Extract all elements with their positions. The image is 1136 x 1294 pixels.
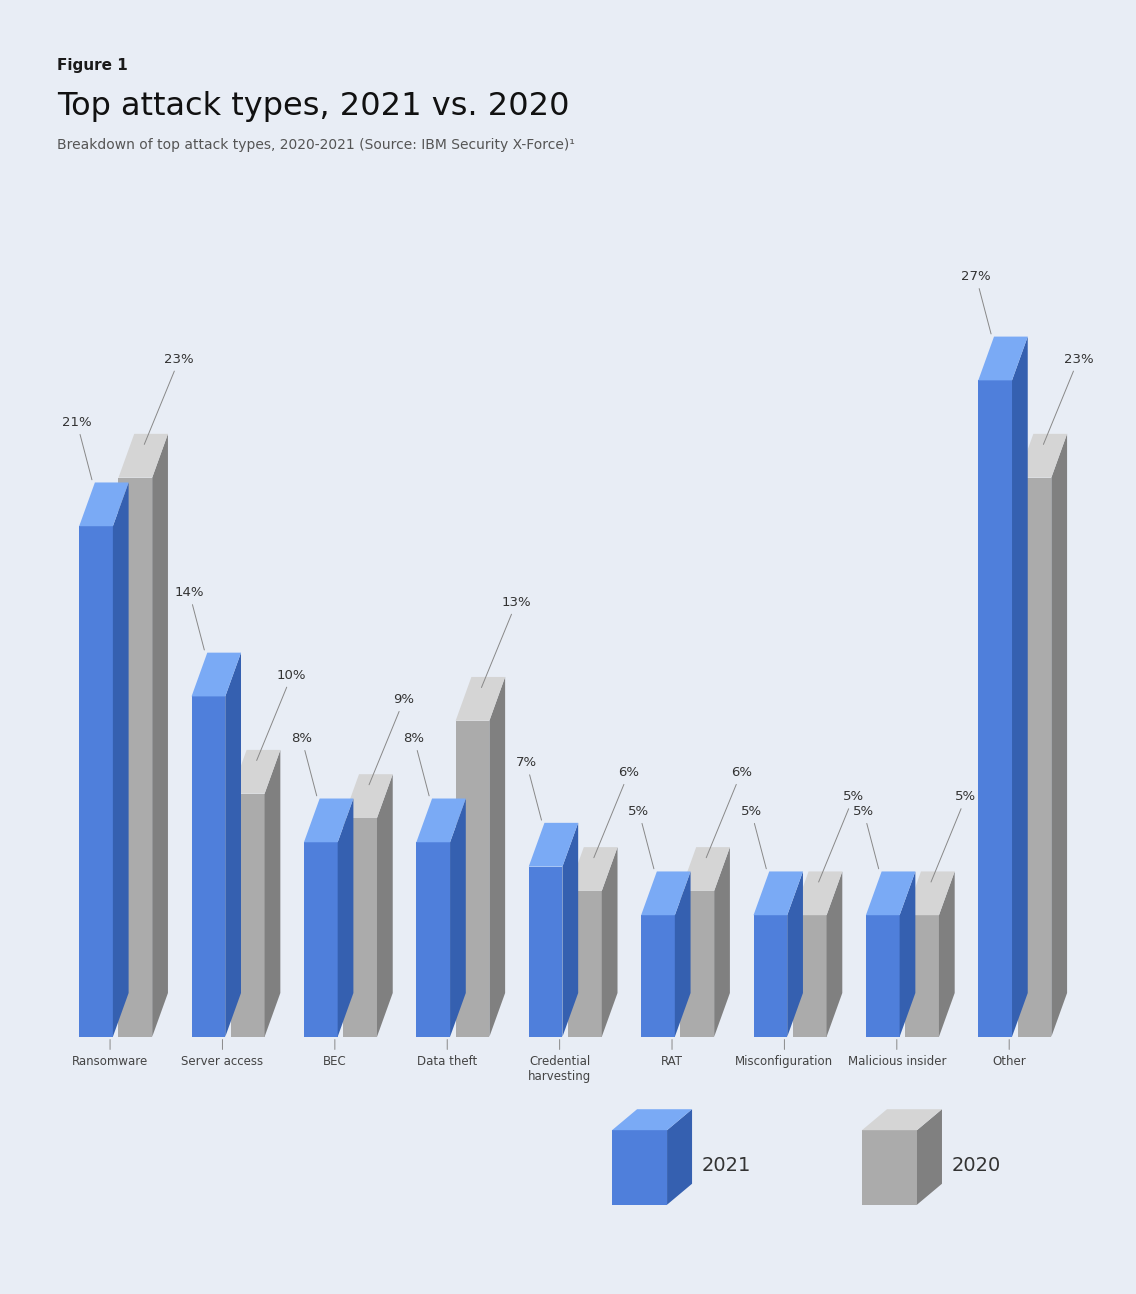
Polygon shape [1018, 477, 1051, 1036]
Polygon shape [562, 823, 578, 1036]
Text: 5%: 5% [741, 805, 767, 868]
Text: BEC: BEC [323, 1039, 346, 1068]
Polygon shape [1012, 336, 1028, 1036]
Polygon shape [862, 1130, 917, 1205]
Polygon shape [343, 774, 393, 818]
Text: 23%: 23% [144, 353, 194, 444]
Polygon shape [753, 871, 803, 915]
Polygon shape [231, 793, 265, 1036]
Text: Data theft: Data theft [417, 1039, 477, 1068]
Text: 6%: 6% [594, 766, 640, 858]
Polygon shape [265, 751, 281, 1036]
Polygon shape [528, 823, 578, 867]
Polygon shape [793, 871, 842, 915]
Polygon shape [225, 652, 241, 1036]
Polygon shape [866, 915, 900, 1036]
Text: Other: Other [993, 1039, 1026, 1068]
Polygon shape [641, 871, 691, 915]
Polygon shape [490, 677, 506, 1036]
Polygon shape [450, 798, 466, 1036]
Polygon shape [377, 774, 393, 1036]
Polygon shape [675, 871, 691, 1036]
Polygon shape [231, 751, 281, 793]
Polygon shape [641, 915, 675, 1036]
Polygon shape [456, 721, 490, 1036]
Polygon shape [192, 696, 225, 1036]
Polygon shape [343, 818, 377, 1036]
Text: Top attack types, 2021 vs. 2020: Top attack types, 2021 vs. 2020 [57, 91, 569, 122]
Polygon shape [787, 871, 803, 1036]
Text: Ransomware: Ransomware [72, 1039, 148, 1068]
Text: 8%: 8% [291, 732, 317, 796]
Polygon shape [917, 1109, 942, 1205]
Polygon shape [978, 380, 1012, 1036]
Polygon shape [192, 652, 241, 696]
Text: 8%: 8% [403, 732, 429, 796]
Text: Credential
harvesting: Credential harvesting [528, 1039, 591, 1083]
Text: 6%: 6% [707, 766, 752, 858]
Polygon shape [80, 483, 128, 527]
Polygon shape [528, 867, 562, 1036]
Polygon shape [978, 336, 1028, 380]
Polygon shape [939, 871, 954, 1036]
Polygon shape [612, 1109, 692, 1130]
Polygon shape [793, 915, 827, 1036]
Polygon shape [118, 433, 168, 477]
Polygon shape [416, 798, 466, 842]
Text: 5%: 5% [932, 791, 977, 883]
Polygon shape [1051, 433, 1067, 1036]
Polygon shape [456, 677, 506, 721]
Polygon shape [680, 848, 730, 890]
Text: 5%: 5% [628, 805, 654, 868]
Text: Figure 1: Figure 1 [57, 58, 127, 74]
Polygon shape [416, 842, 450, 1036]
Polygon shape [1018, 433, 1067, 477]
Polygon shape [568, 890, 602, 1036]
Polygon shape [118, 477, 152, 1036]
Polygon shape [827, 871, 842, 1036]
Polygon shape [900, 871, 916, 1036]
Text: Breakdown of top attack types, 2020-2021 (Source: IBM Security X-Force)¹: Breakdown of top attack types, 2020-2021… [57, 138, 575, 153]
Text: 2020: 2020 [952, 1156, 1001, 1175]
Polygon shape [715, 848, 730, 1036]
Polygon shape [680, 890, 715, 1036]
Text: 21%: 21% [62, 415, 92, 480]
Text: Server access: Server access [182, 1039, 264, 1068]
Polygon shape [905, 915, 939, 1036]
Text: 23%: 23% [1043, 353, 1093, 444]
Text: Malicious insider: Malicious insider [847, 1039, 946, 1068]
Polygon shape [80, 527, 112, 1036]
Text: 9%: 9% [369, 694, 415, 784]
Polygon shape [602, 848, 618, 1036]
Text: 5%: 5% [819, 791, 864, 883]
Polygon shape [152, 433, 168, 1036]
Polygon shape [304, 842, 337, 1036]
Text: 14%: 14% [175, 586, 204, 650]
Polygon shape [568, 848, 618, 890]
Polygon shape [667, 1109, 692, 1205]
Polygon shape [753, 915, 787, 1036]
Polygon shape [612, 1130, 667, 1205]
Text: 27%: 27% [961, 270, 991, 334]
Text: 7%: 7% [516, 756, 542, 820]
Polygon shape [304, 798, 353, 842]
Polygon shape [337, 798, 353, 1036]
Text: 2021: 2021 [702, 1156, 751, 1175]
Text: RAT: RAT [661, 1039, 683, 1068]
Text: 10%: 10% [257, 669, 307, 761]
Text: 13%: 13% [482, 595, 532, 687]
Polygon shape [866, 871, 916, 915]
Polygon shape [112, 483, 128, 1036]
Text: 5%: 5% [853, 805, 878, 868]
Polygon shape [862, 1109, 942, 1130]
Polygon shape [905, 871, 954, 915]
Text: Misconfiguration: Misconfiguration [735, 1039, 834, 1068]
